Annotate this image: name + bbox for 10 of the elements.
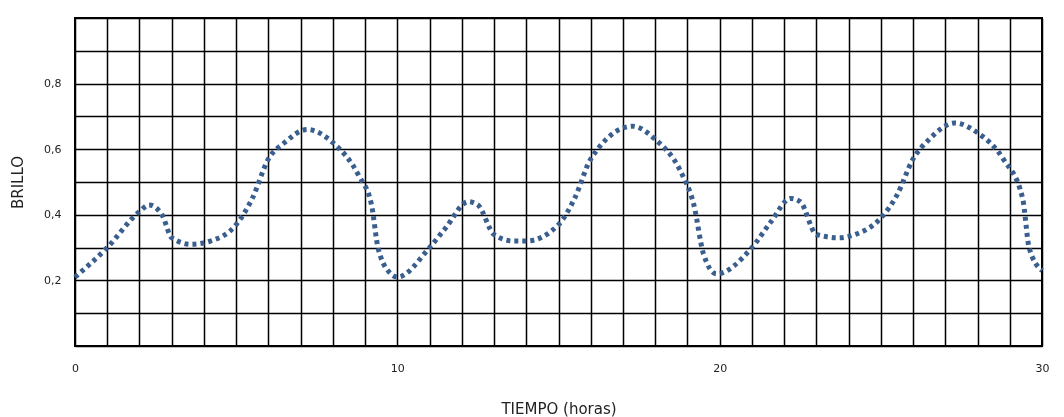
x-tick-label: 30 <box>1035 361 1050 375</box>
y-tick-label: 0,2 <box>44 273 62 287</box>
x-tick-label: 0 <box>72 361 79 375</box>
y-tick-label: 0,8 <box>44 77 62 91</box>
x-tick-label: 20 <box>713 361 728 375</box>
y-tick-label: 0,6 <box>44 142 62 156</box>
x-tick-label: 10 <box>390 361 405 375</box>
y-tick-label: 0,4 <box>44 208 62 222</box>
y-axis-title: BRILLO <box>9 155 28 210</box>
x-axis-title: TIEMPO (horas) <box>500 399 617 417</box>
